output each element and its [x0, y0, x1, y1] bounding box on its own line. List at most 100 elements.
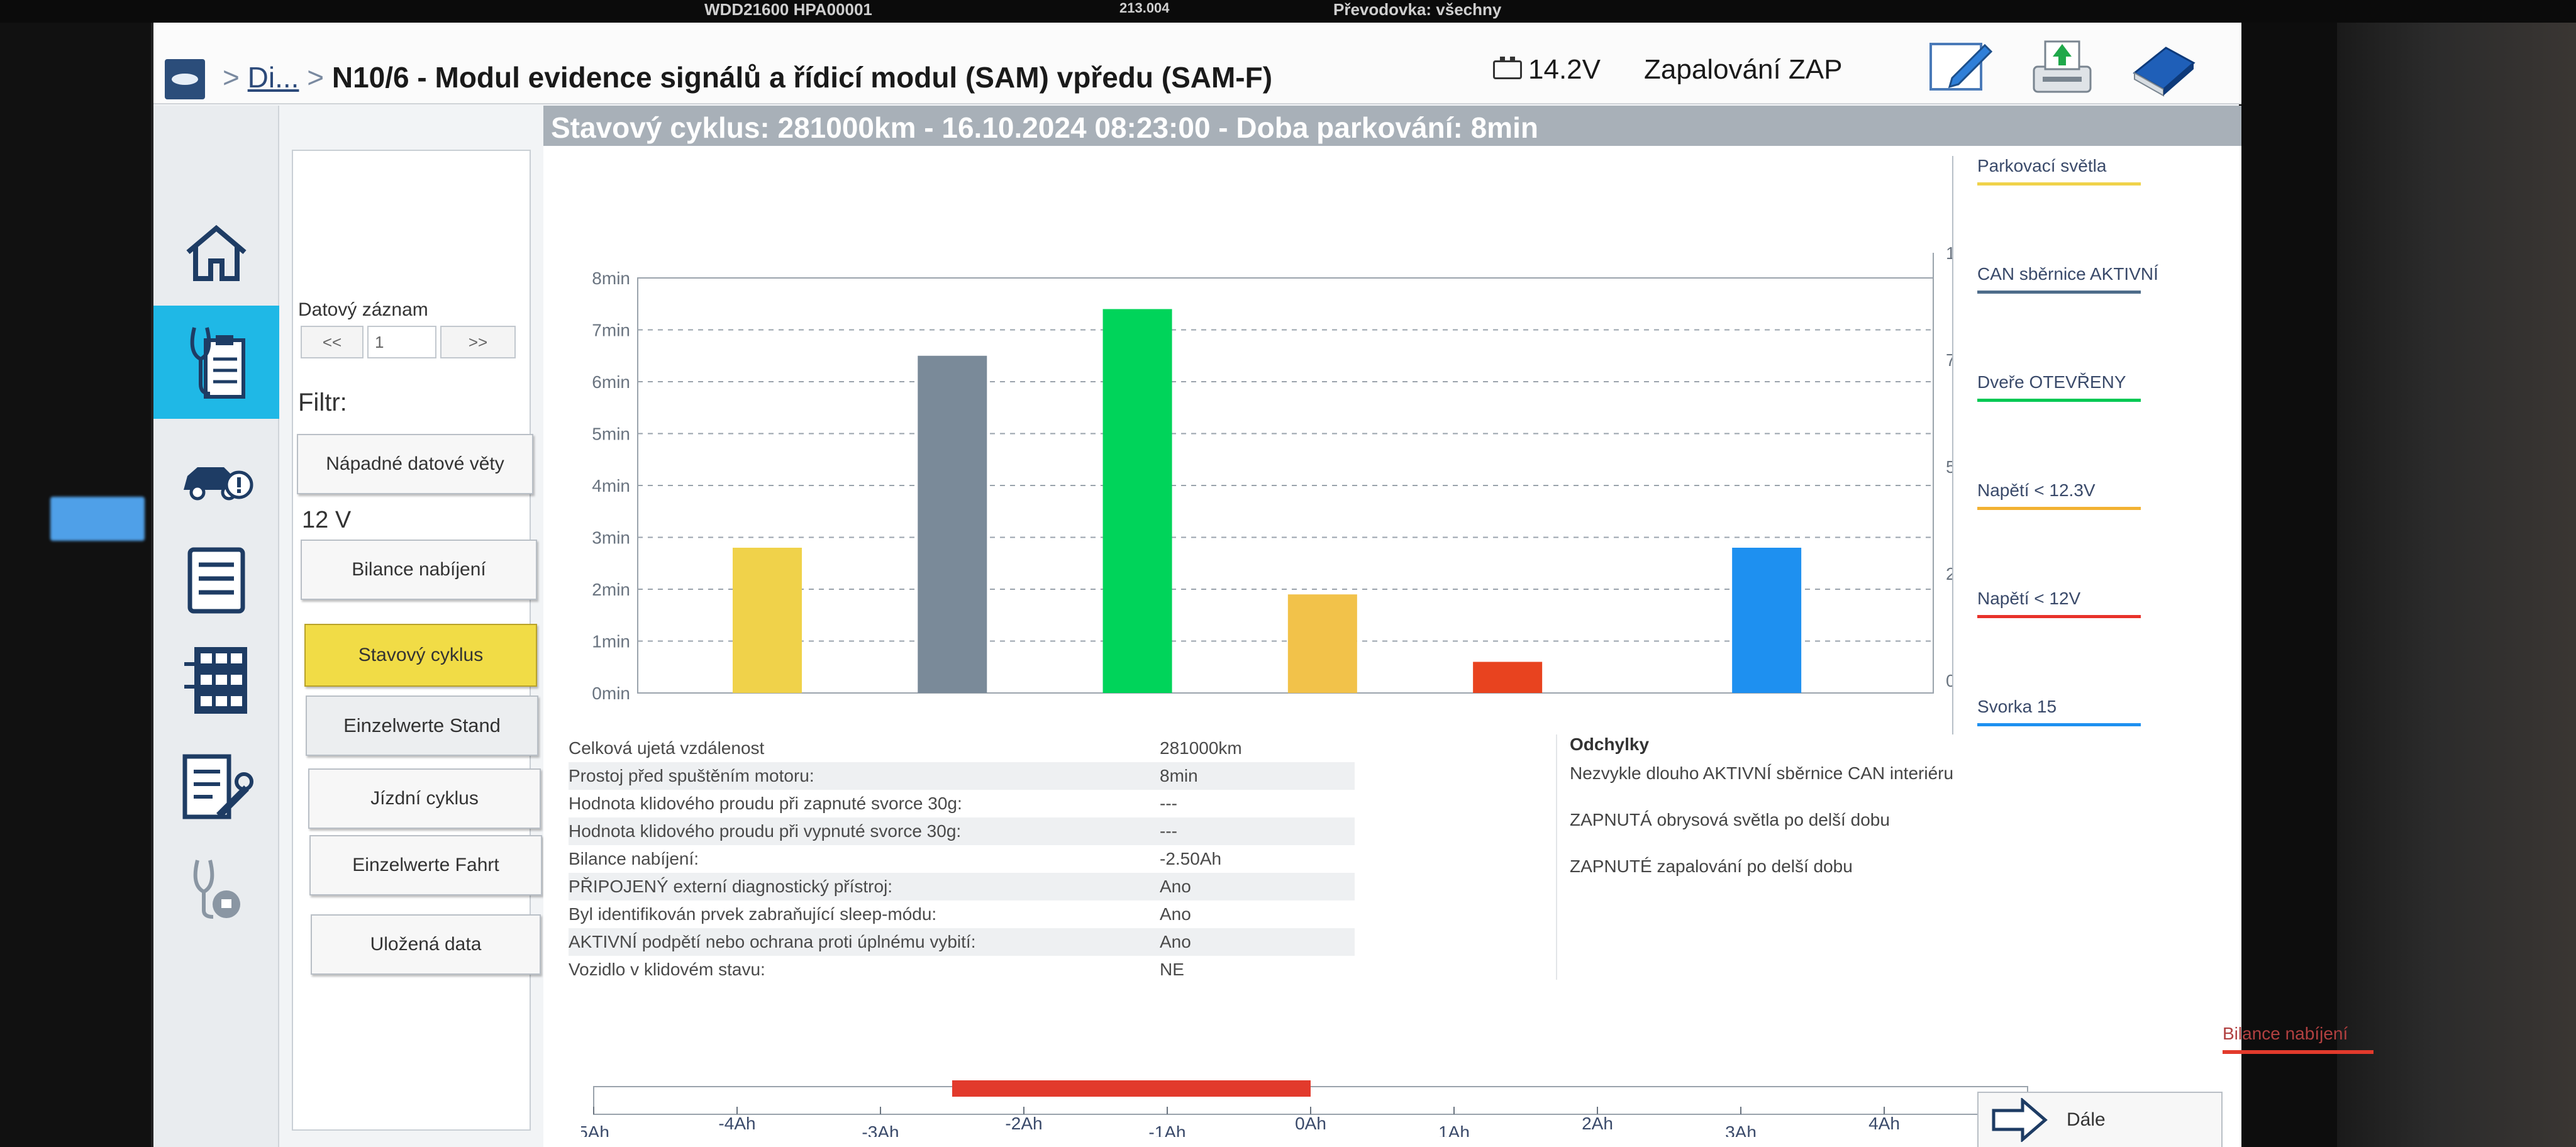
filter-label: Filtr: — [298, 389, 347, 416]
legend-swatch — [1977, 615, 2141, 618]
top-status-strip: WDD21600 HPA00001 213.004 Převodovka: vš… — [0, 0, 2576, 23]
row-label: Celková ujetá vzdálenost — [569, 738, 765, 758]
legend-label: Napětí < 12V — [1977, 589, 2081, 608]
next-button[interactable]: Dále — [1977, 1092, 2223, 1147]
arrow-right-icon — [1992, 1098, 2048, 1142]
charge-balance-bar: 5Ah-4Ah-3Ah-2Ah-1Ah0Ah1Ah2Ah3Ah4Ah5Ah — [581, 1080, 2043, 1137]
bar[interactable] — [1102, 309, 1172, 694]
diagnosis-clipboard-icon — [190, 327, 245, 399]
legend-label: Svorka 15 — [1977, 697, 2057, 716]
y-right-tick-label: 75% — [1946, 350, 1952, 370]
row-label: Bilance nabíjení: — [569, 849, 699, 868]
diagnosis-lock-icon — [193, 860, 240, 919]
nav-values-standing-button[interactable]: Einzelwerte Stand — [306, 695, 538, 756]
balance-tick-label: 5Ah — [581, 1122, 609, 1137]
row-label: PŘIPOJENÝ externí diagnostický přístroj: — [569, 877, 893, 896]
home-icon — [186, 224, 247, 281]
photo-background-right — [2337, 0, 2576, 1147]
table-row: Hodnota klidového proudu při zapnuté svo… — [569, 790, 1355, 817]
y-right-tick-label: 50% — [1946, 457, 1952, 477]
row-value: 8min — [1160, 766, 1198, 785]
filter-conspicuous-button[interactable]: Nápadné datové věty — [297, 434, 533, 494]
manual-book-icon[interactable] — [2128, 35, 2197, 98]
row-value: -2.50Ah — [1160, 849, 1222, 868]
main-content: Stavový cyklus: 281000km - 16.10.2024 08… — [543, 106, 2373, 1147]
breadcrumb: > Di... > N10/6 - Modul evidence signálů… — [223, 61, 1273, 94]
pager-prev-button[interactable]: << — [301, 326, 364, 358]
balance-legend-swatch — [2223, 1050, 2373, 1054]
bar[interactable] — [1287, 594, 1357, 693]
bar[interactable] — [918, 355, 987, 693]
rail-vehicle-warning[interactable] — [153, 433, 279, 527]
datovy-zaznam-label: Datový záznam — [298, 299, 428, 320]
print-icon[interactable] — [2028, 35, 2097, 98]
diagnostic-screen: > Di... > N10/6 - Modul evidence signálů… — [151, 23, 2373, 1147]
ignition-status: Zapalování ZAP — [1644, 54, 1843, 85]
row-label: Byl identifikován prvek zabraňující slee… — [569, 904, 937, 924]
bar[interactable] — [1473, 662, 1543, 694]
row-value: --- — [1160, 794, 1177, 813]
y-left-tick-label: 2min — [592, 580, 630, 599]
module-grid-icon — [184, 647, 247, 714]
balance-tick-label: 4Ah — [1868, 1114, 1900, 1133]
y-left-tick-label: 0min — [592, 684, 630, 703]
bar[interactable] — [1732, 548, 1802, 693]
row-label: Hodnota klidového proudu při zapnuté svo… — [569, 794, 962, 813]
next-button-label: Dále — [2067, 1109, 2106, 1130]
row-value: --- — [1160, 821, 1177, 841]
y-left-tick-label: 7min — [592, 321, 630, 340]
table-row: Bilance nabíjení: -2.50Ah — [569, 845, 1355, 873]
nav-saved-data-button[interactable]: Uložená data — [311, 914, 541, 975]
rail-diagnosis[interactable] — [153, 306, 279, 419]
table-row: Vozidlo v klidovém stavu: NE — [569, 956, 1355, 984]
service-tools-icon — [182, 754, 253, 819]
legend-swatch — [1977, 723, 2141, 726]
rail-home[interactable] — [153, 206, 279, 301]
pencil-icon[interactable] — [1927, 35, 1996, 98]
y-left-tick-label: 3min — [592, 528, 630, 548]
bar[interactable] — [733, 548, 802, 693]
deviation-item: ZAPNUTÉ zapalování po delší dobu — [1570, 856, 1853, 876]
rail-grid[interactable] — [153, 634, 279, 728]
table-row: Hodnota klidového proudu při vypnuté svo… — [569, 817, 1355, 845]
balance-tick-label: -4Ah — [718, 1114, 755, 1133]
balance-tick-label: 2Ah — [1582, 1114, 1613, 1133]
y-left-tick-label: 4min — [592, 476, 630, 496]
balance-tick-label: 3Ah — [1725, 1122, 1757, 1137]
legend-label: Napětí < 12.3V — [1977, 480, 2096, 500]
y-left-tick-label: 8min — [592, 269, 630, 288]
legend-label: Dveře OTEVŘENY — [1977, 372, 2126, 392]
nav-status-cycle-button[interactable]: Stavový cyklus — [304, 624, 537, 687]
blue-indicator-light — [50, 497, 145, 541]
nav-values-driving-button[interactable]: Einzelwerte Fahrt — [309, 835, 542, 895]
car-warning-icon — [184, 467, 253, 501]
legend-swatch — [1977, 507, 2141, 510]
nav-charge-balance-button[interactable]: Bilance nabíjení — [301, 540, 537, 600]
balance-legend-label: Bilance nabíjení — [2223, 1024, 2348, 1043]
rail-diagnosis-locked[interactable] — [153, 841, 279, 936]
rail-list[interactable] — [153, 533, 279, 628]
balance-tick-label: -1Ah — [1148, 1122, 1185, 1137]
row-value: Ano — [1160, 877, 1191, 896]
rail-tools[interactable] — [153, 741, 279, 835]
status-cycle-chart: 0min 1min 2min 3min 4min 5min 6min 7min 8min 0% 25… — [592, 243, 1952, 703]
row-value: NE — [1160, 960, 1184, 979]
table-row: PŘIPOJENÝ externí diagnostický přístroj:… — [569, 873, 1355, 900]
breadcrumb-link[interactable]: Di... — [247, 61, 299, 94]
y-right-tick-label: 100% — [1946, 243, 1952, 263]
deviations-title: Odchylky — [1570, 734, 1650, 754]
xentry-logo-icon[interactable] — [165, 59, 205, 99]
pager-next-button[interactable]: >> — [440, 326, 516, 358]
y-right-tick-label: 25% — [1946, 564, 1952, 584]
row-label: Vozidlo v klidovém stavu: — [569, 960, 765, 979]
y-left-tick-label: 1min — [592, 632, 630, 651]
record-number-input[interactable]: 1 — [367, 326, 436, 358]
deviation-item: Nezvykle dlouho AKTIVNÍ sběrnice CAN int… — [1570, 763, 1954, 783]
table-row: Prostoj před spuštěním motoru: 8min — [569, 762, 1355, 790]
chart-header-bar: Stavový cyklus: 281000km - 16.10.2024 08… — [543, 106, 2241, 146]
gearbox-text: Převodovka: všechny — [1333, 0, 1502, 19]
legend-label: CAN sběrnice AKTIVNÍ — [1977, 264, 2158, 284]
legend-swatch — [1977, 182, 2141, 186]
nav-driving-cycle-button[interactable]: Jízdní cyklus — [308, 768, 541, 829]
function-nav: Datový záznam << 1 >> Filtr: Nápadné dat… — [279, 106, 603, 1147]
